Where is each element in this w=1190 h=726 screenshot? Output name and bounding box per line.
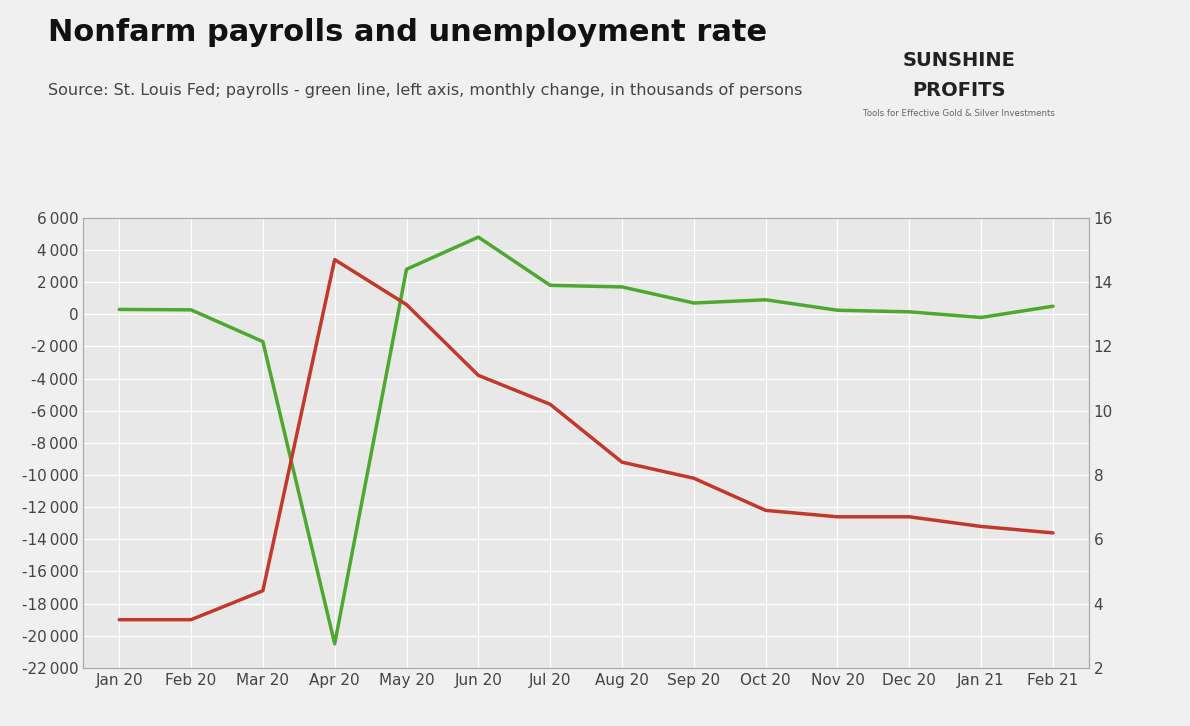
- Text: Tools for Effective Gold & Silver Investments: Tools for Effective Gold & Silver Invest…: [863, 109, 1056, 118]
- Text: Nonfarm payrolls and unemployment rate: Nonfarm payrolls and unemployment rate: [48, 18, 766, 47]
- Text: Source: St. Louis Fed; payrolls - green line, left axis, monthly change, in thou: Source: St. Louis Fed; payrolls - green …: [48, 83, 802, 99]
- Text: SUNSHINE: SUNSHINE: [903, 52, 1015, 70]
- Text: PROFITS: PROFITS: [913, 81, 1006, 99]
